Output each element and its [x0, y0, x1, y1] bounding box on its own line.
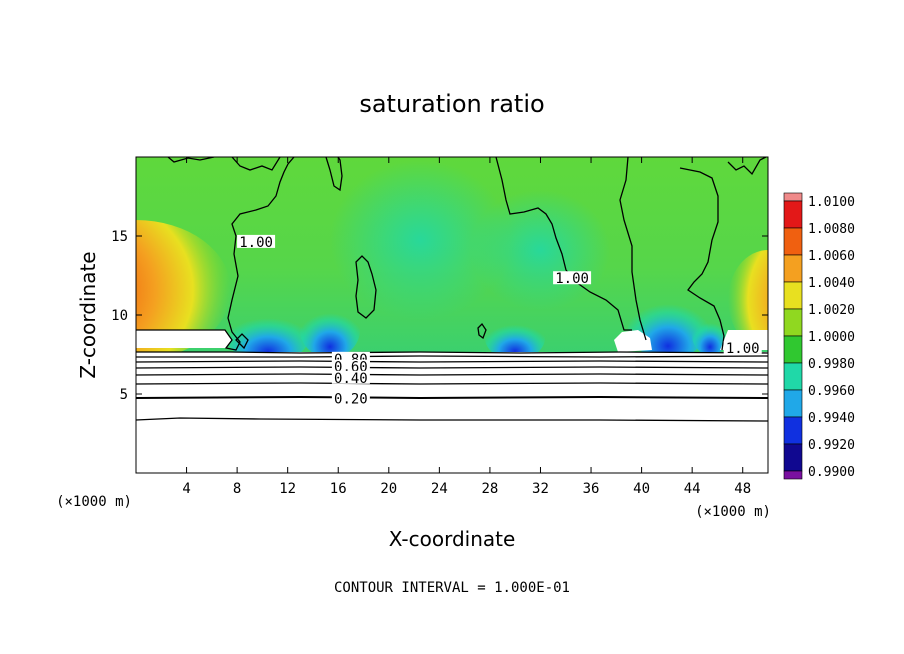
- contour-1.00-left: [136, 157, 295, 351]
- colorbar-swatch: [783, 281, 803, 310]
- contour-lines: [136, 157, 768, 422]
- contour-1.00-right-upper: [727, 157, 767, 176]
- colorbar-label: 1.0080: [808, 222, 855, 237]
- masked-patch: [614, 330, 652, 352]
- colorbar-label: 0.9900: [808, 465, 855, 480]
- x-tick-label: 36: [583, 481, 600, 497]
- subsaturated-plume: [485, 316, 545, 360]
- chart-title: saturation ratio: [359, 90, 544, 118]
- contour-1.00-right: [495, 157, 632, 331]
- x-axis: 4 8 12 16 20 24 28 32 36 40 44 48: [182, 157, 751, 497]
- contour-label-bg: [331, 370, 370, 384]
- x-tick-label: 4: [182, 481, 190, 497]
- y-axis-label: Z-coordinate: [76, 251, 100, 378]
- colorbar-swatch: [783, 308, 803, 337]
- contour-1.00-island: [325, 157, 343, 192]
- x-unit-label: (×1000 m): [56, 494, 132, 510]
- contour-level: [136, 395, 768, 400]
- contour-1.00-island: [355, 255, 377, 319]
- contour-1.00-left-upper: [231, 157, 281, 171]
- z-unit-label: (×1000 m): [695, 504, 771, 520]
- subsaturated-plume: [692, 315, 728, 355]
- contour-level: [136, 360, 768, 363]
- colorbar-swatch: [783, 389, 803, 418]
- colorbar-label: 1.0020: [808, 303, 855, 318]
- x-tick-label: 48: [734, 481, 751, 497]
- contour-label-bg: [237, 234, 276, 248]
- supersaturated-region-left: [136, 220, 231, 360]
- x-tick-label: 40: [633, 481, 650, 497]
- contour-level: [136, 373, 768, 376]
- x-tick-label: 44: [684, 481, 701, 497]
- contour-level: [136, 355, 768, 358]
- subsaturated-plume: [300, 302, 360, 358]
- masked-region-lower: [136, 352, 768, 473]
- plot-area: 1.001.001.000.800.600.400.20: [136, 157, 768, 473]
- colorbar-label: 1.0000: [808, 330, 855, 345]
- contour-label-bg: [331, 359, 370, 373]
- contour-label: 0.40: [334, 371, 368, 387]
- cool-region: [330, 160, 510, 320]
- y-tick-label: 10: [111, 308, 128, 324]
- colorbar-label: 0.9980: [808, 357, 855, 372]
- contour-1.00-right: [619, 157, 647, 341]
- colorbar-label: 1.0040: [808, 276, 855, 291]
- subsaturated-plume: [226, 307, 310, 363]
- colorbar-label: 1.0060: [808, 249, 855, 264]
- contour-1.00-island: [477, 322, 487, 340]
- contour-label: 1.00: [555, 271, 589, 287]
- colorbar: 1.0100 1.0080 1.0060 1.0040 1.0020 1.0000 0.99…: [783, 192, 855, 480]
- x-tick-label: 20: [380, 481, 397, 497]
- x-axis-label: X-coordinate: [389, 527, 516, 551]
- contour-label-bg: [331, 391, 370, 405]
- y-axis: 5 10 15: [111, 229, 768, 403]
- contour-label: 1.00: [239, 235, 273, 251]
- colorbar-label: 0.9960: [808, 384, 855, 399]
- colorbar-label: 0.9920: [808, 438, 855, 453]
- colorbar-swatch: [783, 470, 803, 480]
- contour-1.00-left-upper: [167, 157, 215, 163]
- y-tick-label: 5: [120, 387, 128, 403]
- colorbar-swatch: [783, 362, 803, 391]
- contour-1.00-right: [679, 167, 725, 351]
- colorbar-swatch: [783, 443, 803, 472]
- contour-level: [136, 366, 768, 369]
- colorbar-label: 0.9940: [808, 411, 855, 426]
- x-tick-label: 8: [233, 481, 241, 497]
- contour-interval-note: CONTOUR INTERVAL = 1.000E-01: [334, 580, 570, 596]
- contour-level: [136, 382, 768, 385]
- contour-level: [136, 351, 768, 354]
- contour-1.00-small: [235, 333, 249, 350]
- masked-notch-left: [136, 330, 232, 348]
- colorbar-swatch: [783, 227, 803, 256]
- contour-label: 0.20: [334, 391, 368, 407]
- x-tick-label: 28: [481, 481, 498, 497]
- contour-label: 1.00: [726, 341, 760, 357]
- colorbar-label: 1.0100: [808, 195, 855, 210]
- contour-label-bg: [723, 340, 762, 354]
- x-tick-label: 16: [330, 481, 347, 497]
- y-tick-label: 15: [111, 229, 128, 245]
- colorbar-swatch: [783, 416, 803, 445]
- colorbar-swatch: [783, 192, 803, 202]
- x-tick-label: 24: [431, 481, 448, 497]
- supersaturated-region-right: [728, 250, 768, 350]
- contour-level: [136, 417, 768, 422]
- contour-labels: 1.001.001.000.800.600.400.20: [237, 234, 762, 407]
- contour-label-bg: [553, 271, 592, 285]
- colorbar-swatch: [783, 335, 803, 364]
- x-tick-label: 12: [279, 481, 296, 497]
- colorbar-swatch: [783, 254, 803, 283]
- colorbar-swatch: [783, 200, 803, 229]
- x-tick-label: 32: [532, 481, 549, 497]
